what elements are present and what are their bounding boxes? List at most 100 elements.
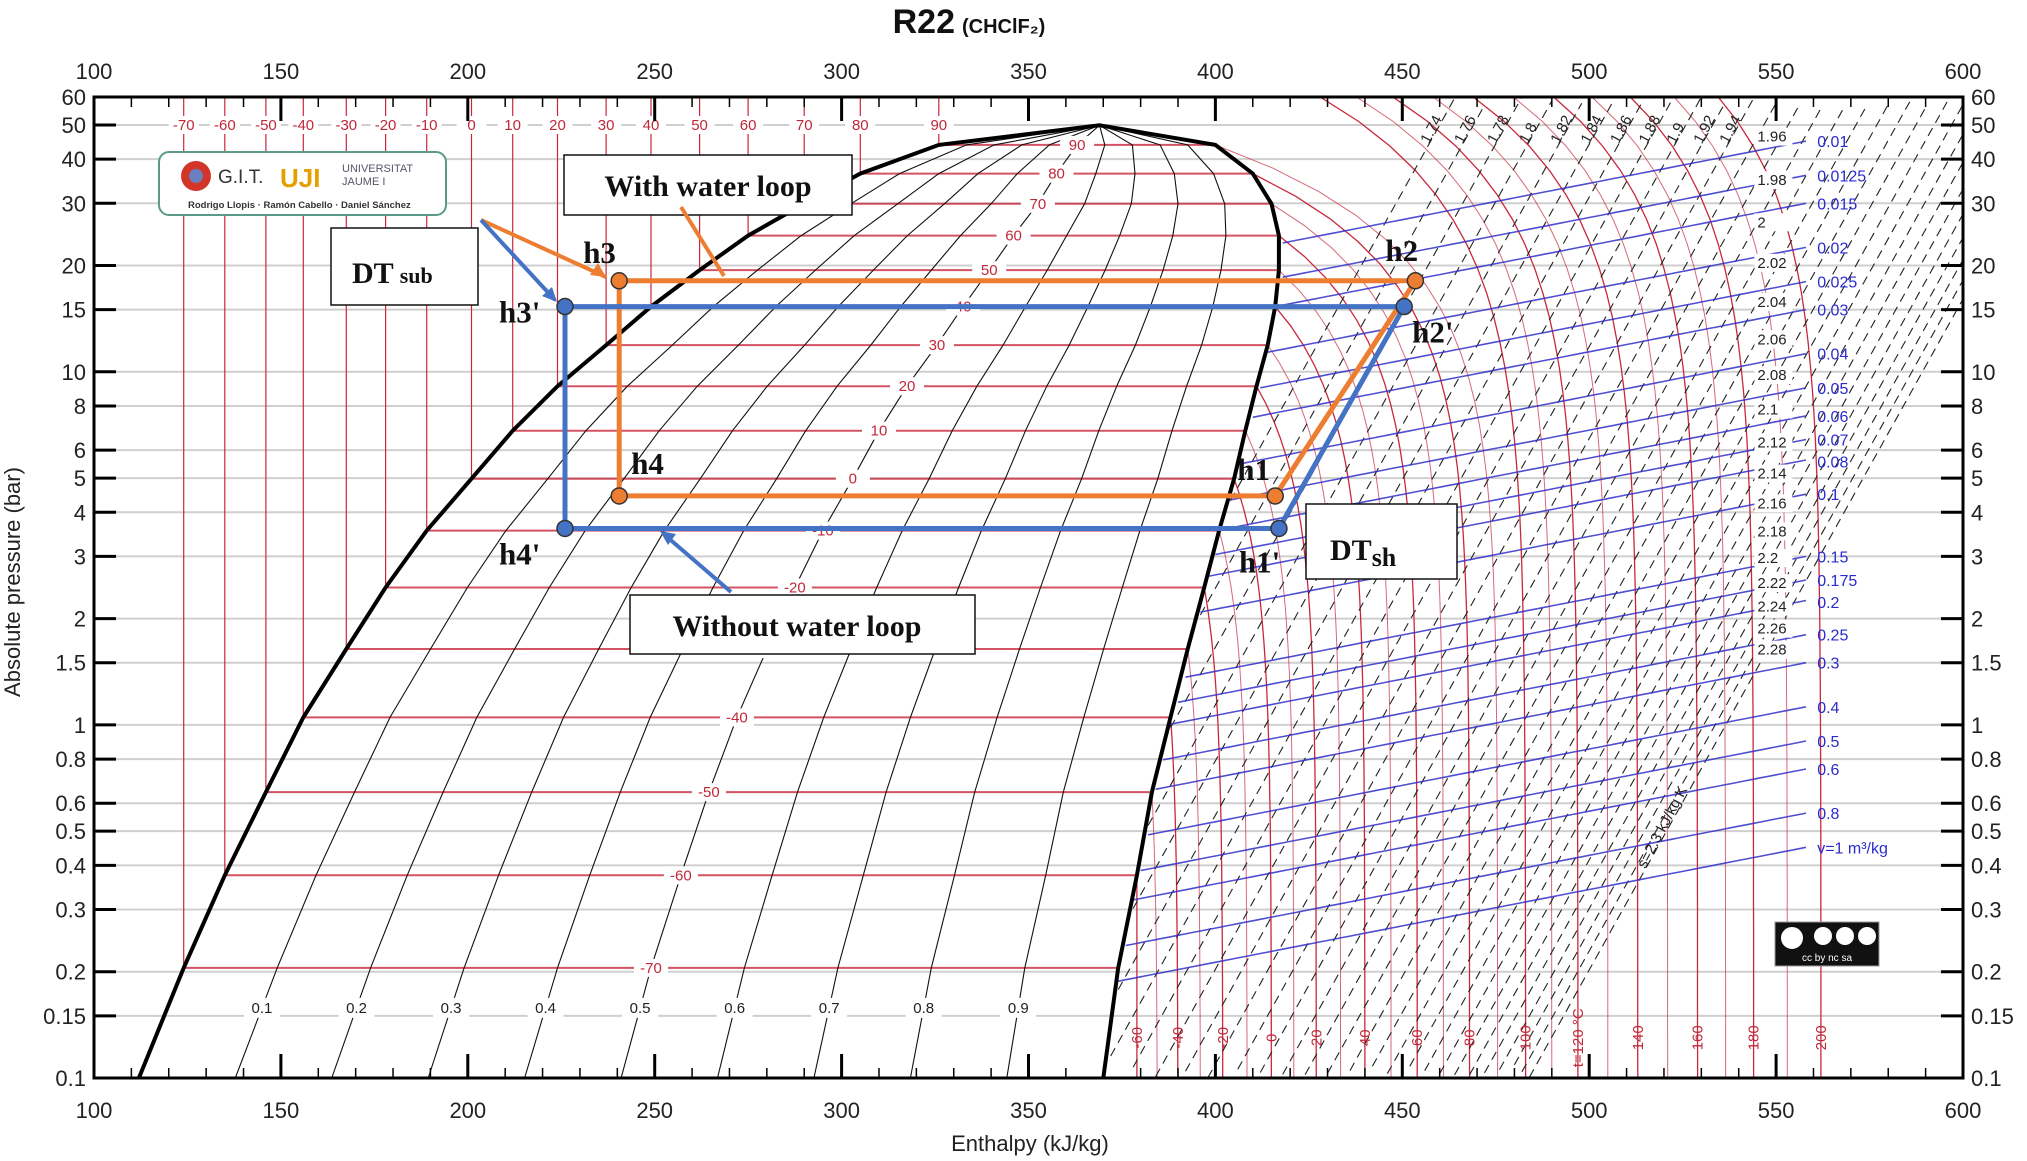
annotation-dt-sub: DT sub bbox=[330, 218, 607, 306]
volume-line bbox=[1162, 633, 1807, 761]
x-tick-label-top: 250 bbox=[636, 59, 673, 84]
quality-label-bg bbox=[811, 997, 848, 1018]
quality-label: 0.9 bbox=[1008, 1000, 1029, 1017]
isotherm-vapor-line bbox=[1271, 203, 1444, 1078]
state-point-marker bbox=[1266, 487, 1284, 505]
y-tick-label-right: 0.5 bbox=[1971, 819, 2002, 844]
entropy-line bbox=[1132, 100, 1672, 1068]
isotherm-vapor-line bbox=[1169, 717, 1179, 1078]
without-water-loop-label: Without water loop bbox=[673, 610, 922, 643]
entropy-line bbox=[1409, 99, 1949, 1067]
volume-line bbox=[1147, 706, 1807, 836]
isotherm-vapor-line bbox=[1274, 306, 1366, 1078]
isotherm-top-label: -50 bbox=[255, 117, 277, 134]
entropy-label-bg bbox=[1754, 171, 1793, 190]
volume-label: 0.1 bbox=[1817, 487, 1839, 504]
entropy-line bbox=[1349, 104, 1889, 1071]
entropy-label-bg bbox=[1754, 574, 1793, 593]
entropy-label: 2.22 bbox=[1757, 575, 1786, 592]
isotherm-bottom-label: 80 bbox=[1462, 1029, 1479, 1046]
refrigeration-cycles: h1 h2 h3 h4 h1' h2' h3' h4' bbox=[499, 233, 1454, 580]
isotherm-bottom-label: 160 bbox=[1690, 1025, 1707, 1050]
y-tick-label-left: 60 bbox=[62, 85, 86, 110]
entropy-line bbox=[1304, 108, 1844, 1075]
entropy-line bbox=[1386, 107, 1927, 1074]
isotherm-dome-label: 10 bbox=[871, 423, 888, 440]
cycle-path bbox=[616, 278, 1418, 499]
entropy-label-bg bbox=[1754, 127, 1793, 146]
isotherm-top-label: 40 bbox=[643, 117, 660, 134]
isotherm-dome-label: -60 bbox=[670, 867, 692, 884]
chart-title: R22 bbox=[893, 3, 955, 41]
entropy-label-bg bbox=[1754, 522, 1793, 541]
y-tick-label-right: 50 bbox=[1971, 113, 1995, 138]
isotherm-bottom-label: -40 bbox=[1170, 1027, 1187, 1049]
isotherm-label-bg bbox=[370, 115, 401, 134]
x-tick-label-bottom: 600 bbox=[1945, 1098, 1982, 1123]
y-tick-label-left: 20 bbox=[62, 253, 86, 278]
volume-label: 0.07 bbox=[1817, 433, 1848, 450]
state-point-marker bbox=[610, 487, 628, 505]
chart-subtitle: (CHClF₂) bbox=[962, 16, 1045, 38]
isotherm-vapor-line bbox=[1591, 97, 1727, 1078]
isotherm-label-bg bbox=[1060, 135, 1095, 154]
y-tick-label-right: 0.8 bbox=[1971, 747, 2002, 772]
axes: 1001001501502002002502503003003503504004… bbox=[43, 59, 2014, 1123]
volume-line bbox=[1215, 438, 1807, 556]
entropy-label: 2 bbox=[1757, 214, 1765, 231]
state-point-label: h3 bbox=[583, 235, 616, 270]
volume-label: 0.05 bbox=[1817, 381, 1848, 398]
volume-label: 0.4 bbox=[1817, 700, 1839, 717]
y-tick-label-left: 4 bbox=[74, 500, 86, 525]
volume-line bbox=[1237, 352, 1807, 466]
entropy-label: 2.12 bbox=[1757, 434, 1786, 451]
isotherm-top-label: -30 bbox=[335, 117, 357, 134]
volume-label: 0.025 bbox=[1817, 275, 1857, 292]
volume-label: 0.6 bbox=[1817, 762, 1839, 779]
y-tick-label-left: 40 bbox=[62, 147, 86, 172]
x-tick-label-top: 500 bbox=[1571, 59, 1608, 84]
x-tick-label-bottom: 100 bbox=[76, 1098, 113, 1123]
x-tick-label-bottom: 150 bbox=[263, 1098, 300, 1123]
quality-label-bg bbox=[716, 997, 753, 1018]
entropy-line bbox=[1117, 103, 1613, 990]
annotation-dt-sh: DTsh bbox=[1305, 503, 1458, 580]
volume-label: 0.15 bbox=[1817, 549, 1848, 566]
isotherm-label-bg bbox=[1020, 194, 1055, 213]
volume-line bbox=[1170, 599, 1807, 725]
entropy-line bbox=[1439, 133, 1963, 1074]
isotherm-vapor-line bbox=[1319, 97, 1527, 1078]
isotherm-label-bg bbox=[684, 115, 715, 134]
isotherm-label-bg bbox=[168, 115, 199, 134]
volume-label: 0.06 bbox=[1817, 409, 1848, 426]
isotherm-bottom-label: 100 bbox=[1518, 1025, 1535, 1050]
entropy-label-bg bbox=[1754, 549, 1793, 568]
license-badge-text: cc by nc sa bbox=[1802, 953, 1852, 964]
isotherm-bottom-label: 20 bbox=[1308, 1029, 1325, 1046]
isotherm-label-bg bbox=[456, 115, 487, 134]
with-water-loop-label: With water loop bbox=[604, 170, 811, 203]
entropy-label-bg bbox=[1754, 464, 1793, 483]
y-tick-label-left: 15 bbox=[62, 298, 86, 323]
isotherm-label-bg bbox=[733, 115, 764, 134]
y-axis-label: Absolute pressure (bar) bbox=[0, 467, 25, 697]
isotherm-vapor-line bbox=[1151, 792, 1158, 1078]
x-tick-label-bottom: 450 bbox=[1384, 1098, 1421, 1123]
isotherm-label-bg bbox=[591, 115, 622, 134]
quality-label-bg bbox=[527, 997, 564, 1018]
entropy-line bbox=[1371, 99, 1912, 1067]
isotherm-label-bg bbox=[331, 115, 362, 134]
volume-label: 0.015 bbox=[1817, 196, 1857, 213]
volume-line bbox=[1155, 661, 1807, 791]
quality-line bbox=[813, 124, 1136, 1078]
state-point-label: h4 bbox=[631, 446, 664, 481]
isotherm-label-bg bbox=[663, 866, 698, 885]
isotherm-top-label: -40 bbox=[292, 117, 314, 134]
x-tick-label-bottom: 300 bbox=[823, 1098, 860, 1123]
isotherm-top-label: -70 bbox=[173, 117, 195, 134]
entropy-line bbox=[1484, 212, 1963, 1074]
volume-label: 0.3 bbox=[1817, 656, 1839, 673]
entropy-label: 2.28 bbox=[1757, 642, 1786, 659]
volume-label: 0.5 bbox=[1817, 734, 1839, 751]
